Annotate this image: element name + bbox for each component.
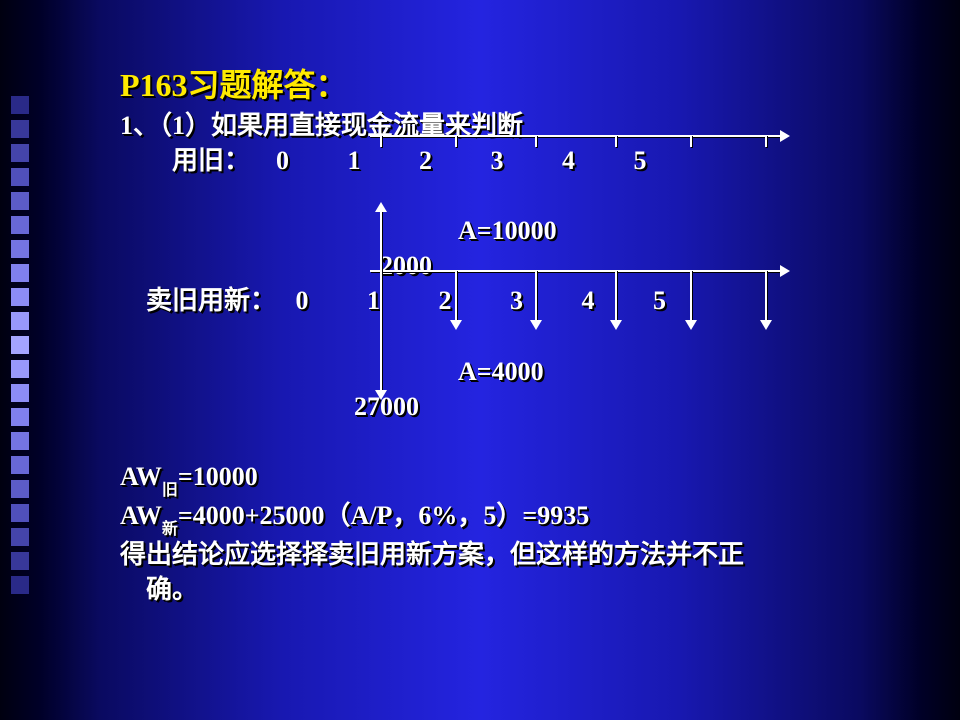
sidebar-square (11, 240, 29, 258)
aw-new-line: AW新=4000+25000（A/P，6%，5）=9935 (120, 498, 900, 537)
aw-new-prefix: AW (120, 501, 162, 530)
mid-down-2-arrow (530, 320, 542, 330)
sell-old-label: 卖旧用新： (146, 286, 263, 315)
slide: P163习题解答： 1、（1）如果用直接现金流量来判断 用旧： 0 1 2 3 … (0, 0, 960, 720)
decorative-sidebar (0, 0, 40, 720)
aw-new-sub: 新 (162, 521, 178, 538)
sidebar-square (11, 552, 29, 570)
sidebar-square (11, 336, 29, 354)
sidebar-square (11, 408, 29, 426)
mid-down-3-line (615, 270, 617, 320)
tick-top-0 (380, 135, 382, 147)
mid-up0-line (380, 210, 382, 270)
tick-top-3 (615, 135, 617, 147)
sidebar-square (11, 216, 29, 234)
conclusion-l1: 得出结论应选择择卖旧用新方案，但这样的方法并不正 (120, 537, 900, 572)
sidebar-square (11, 576, 29, 594)
axis-mid (370, 270, 782, 272)
tick-top-5 (765, 135, 767, 147)
mid-down-4-arrow (685, 320, 697, 330)
sidebar-square (11, 168, 29, 186)
used-old-label: 用旧： (172, 146, 237, 175)
mid-down-1-line (455, 270, 457, 320)
sidebar-square (11, 456, 29, 474)
mid-down-4-line (690, 270, 692, 320)
sidebar-square (11, 432, 29, 450)
axis-top (370, 135, 782, 137)
axis-top-arrow (780, 130, 790, 142)
sidebar-square (11, 480, 29, 498)
aw-old-prefix: AW (120, 462, 162, 491)
sidebar-square (11, 384, 29, 402)
mid-down-1-arrow (450, 320, 462, 330)
sidebar-square (11, 192, 29, 210)
page-title: P163习题解答： (120, 60, 900, 106)
sidebar-square (11, 504, 29, 522)
tick-top-2 (535, 135, 537, 147)
mid-down0-line (380, 270, 382, 390)
mid-down-2-line (535, 270, 537, 320)
sidebar-square (11, 528, 29, 546)
mid-down-5-arrow (760, 320, 772, 330)
axis-mid-arrow (780, 265, 790, 277)
conclusion-l2: 确。 (120, 572, 900, 607)
cashflow-diagram (370, 135, 810, 410)
blank-row-3 (120, 424, 900, 459)
tick-top-4 (690, 135, 692, 147)
mid-down0-arrow (375, 390, 387, 400)
sidebar-square (11, 120, 29, 138)
aw-old-value: =10000 (178, 462, 258, 491)
aw-new-value: =4000+25000（A/P，6%，5）=9935 (178, 501, 589, 530)
sidebar-square (11, 264, 29, 282)
tick-top-1 (455, 135, 457, 147)
sidebar-square (11, 288, 29, 306)
sidebar-square (11, 360, 29, 378)
sidebar-square (11, 144, 29, 162)
mid-down-5-line (765, 270, 767, 320)
mid-up0-arrow (375, 202, 387, 212)
aw-old-sub: 旧 (162, 482, 178, 499)
sidebar-square (11, 96, 29, 114)
mid-down-3-arrow (610, 320, 622, 330)
sidebar-square (11, 312, 29, 330)
aw-old-line: AW旧=10000 (120, 459, 900, 498)
